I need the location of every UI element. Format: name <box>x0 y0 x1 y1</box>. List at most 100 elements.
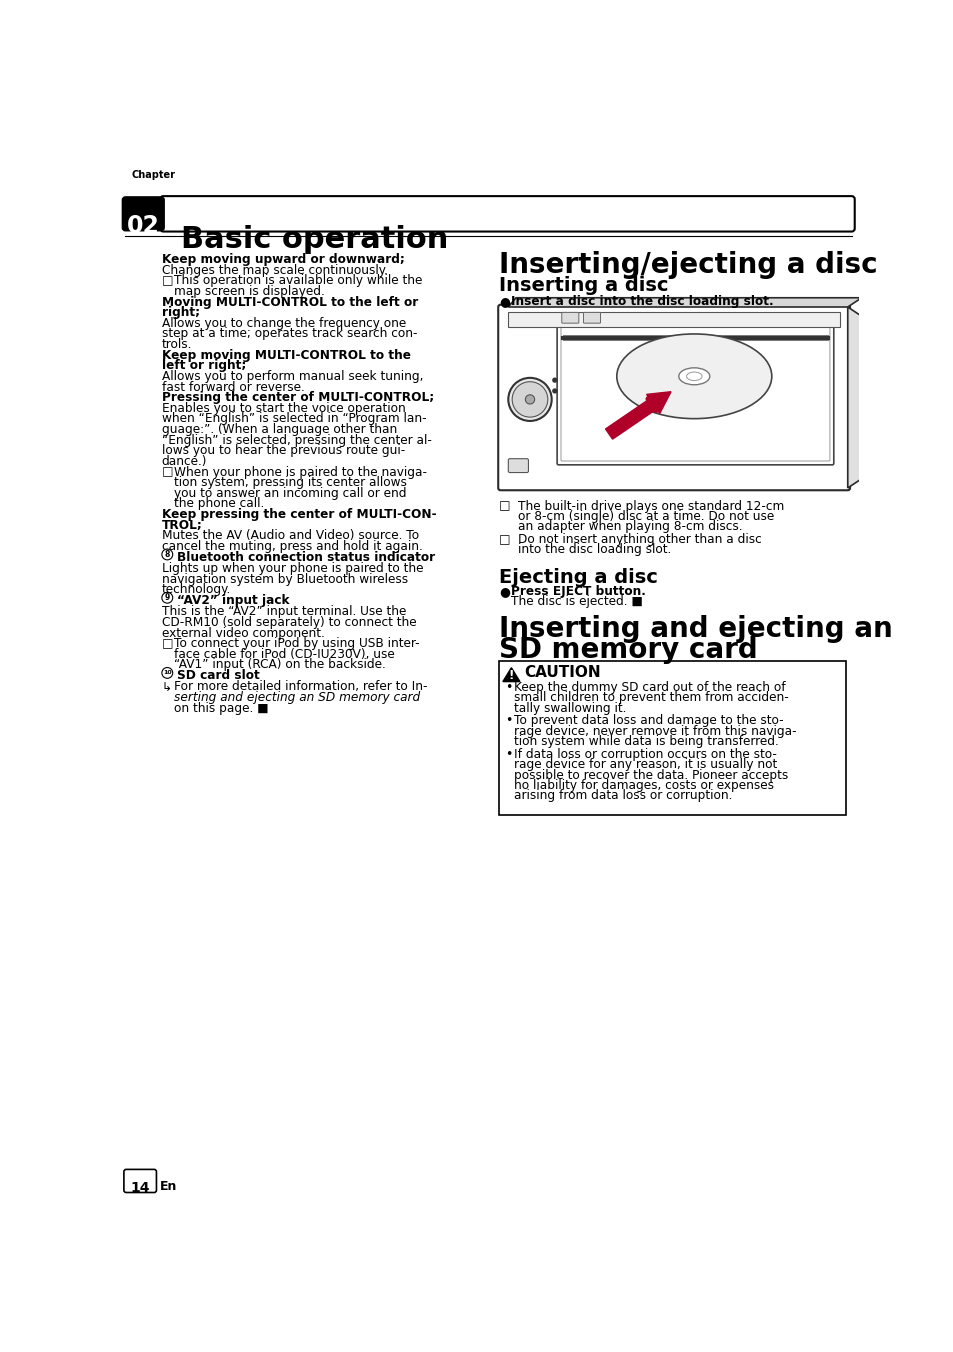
Text: Allows you to perform manual seek tuning,: Allows you to perform manual seek tuning… <box>162 370 423 383</box>
FancyBboxPatch shape <box>497 304 849 491</box>
Text: left or right;: left or right; <box>162 360 246 372</box>
Text: This is the “AV2” input terminal. Use the: This is the “AV2” input terminal. Use th… <box>162 606 406 618</box>
FancyBboxPatch shape <box>561 312 578 323</box>
Text: Pressing the center of MULTI-CONTROL;: Pressing the center of MULTI-CONTROL; <box>162 391 434 404</box>
Text: on this page. ■: on this page. ■ <box>174 702 269 715</box>
Text: face cable for iPod (CD-IU230V), use: face cable for iPod (CD-IU230V), use <box>174 648 395 661</box>
Text: Bluetooth connection status indicator: Bluetooth connection status indicator <box>177 550 435 564</box>
Text: rage device, never remove it from this naviga-: rage device, never remove it from this n… <box>514 725 797 738</box>
Text: ↳: ↳ <box>162 680 172 694</box>
Circle shape <box>162 592 172 603</box>
Text: If data loss or corruption occurs on the sto-: If data loss or corruption occurs on the… <box>514 748 777 761</box>
Text: 9: 9 <box>165 594 170 602</box>
Text: CAUTION: CAUTION <box>523 665 599 680</box>
Text: 02: 02 <box>127 214 159 238</box>
FancyBboxPatch shape <box>557 319 833 465</box>
Text: □: □ <box>162 465 173 479</box>
Ellipse shape <box>686 372 701 380</box>
Text: Inserting and ejecting an: Inserting and ejecting an <box>498 615 892 642</box>
Text: Allows you to change the frequency one: Allows you to change the frequency one <box>162 316 406 330</box>
FancyBboxPatch shape <box>122 197 164 231</box>
Text: “English” is selected, pressing the center al-: “English” is selected, pressing the cent… <box>162 434 432 446</box>
Bar <box>508 311 840 327</box>
Text: 14: 14 <box>131 1180 150 1195</box>
Text: external video component.: external video component. <box>162 626 324 639</box>
Text: ●: ● <box>498 584 509 598</box>
Text: •: • <box>505 748 512 761</box>
Text: ●: ● <box>498 295 509 308</box>
Circle shape <box>508 377 551 420</box>
Polygon shape <box>847 307 861 488</box>
Text: “AV1” input (RCA) on the backside.: “AV1” input (RCA) on the backside. <box>174 658 386 672</box>
FancyBboxPatch shape <box>124 1169 156 1192</box>
Text: serting and ejecting an SD memory card: serting and ejecting an SD memory card <box>174 691 420 704</box>
Text: into the disc loading slot.: into the disc loading slot. <box>517 544 671 557</box>
Text: when “English” is selected in “Program lan-: when “English” is selected in “Program l… <box>162 412 426 426</box>
Text: lows you to hear the previous route gui-: lows you to hear the previous route gui- <box>162 445 405 457</box>
Text: trols.: trols. <box>162 338 193 352</box>
Text: the phone call.: the phone call. <box>174 498 264 511</box>
Text: 10: 10 <box>163 671 172 676</box>
FancyBboxPatch shape <box>583 312 599 323</box>
Circle shape <box>162 668 172 679</box>
Circle shape <box>162 549 172 560</box>
Text: or 8-cm (single) disc at a time. Do not use: or 8-cm (single) disc at a time. Do not … <box>517 510 774 523</box>
Text: •: • <box>505 681 512 694</box>
Ellipse shape <box>679 368 709 385</box>
Text: En: En <box>160 1180 177 1194</box>
Circle shape <box>525 395 534 404</box>
Text: □: □ <box>498 533 510 546</box>
Text: Press EJECT button.: Press EJECT button. <box>511 584 645 598</box>
Text: tion system while data is being transferred.: tion system while data is being transfer… <box>514 735 779 748</box>
Text: Chapter: Chapter <box>132 170 175 180</box>
Text: Keep pressing the center of MULTI-CON-: Keep pressing the center of MULTI-CON- <box>162 508 436 521</box>
Text: Mutes the AV (Audio and Video) source. To: Mutes the AV (Audio and Video) source. T… <box>162 530 418 542</box>
FancyBboxPatch shape <box>508 458 528 473</box>
Text: For more detailed information, refer to In-: For more detailed information, refer to … <box>174 680 427 694</box>
Text: Ejecting a disc: Ejecting a disc <box>498 568 658 587</box>
Text: Enables you to start the voice operation: Enables you to start the voice operation <box>162 402 405 415</box>
Text: map screen is displayed.: map screen is displayed. <box>174 285 325 297</box>
Text: small children to prevent them from acciden-: small children to prevent them from acci… <box>514 691 788 704</box>
Text: arising from data loss or corruption.: arising from data loss or corruption. <box>514 790 732 802</box>
Text: The disc is ejected. ■: The disc is ejected. ■ <box>511 595 642 608</box>
Circle shape <box>553 389 557 393</box>
Text: □: □ <box>162 274 173 288</box>
Text: possible to recover the data. Pioneer accepts: possible to recover the data. Pioneer ac… <box>514 769 788 781</box>
Circle shape <box>512 381 547 418</box>
Text: To connect your iPod by using USB inter-: To connect your iPod by using USB inter- <box>174 637 419 650</box>
Text: TROL;: TROL; <box>162 519 203 531</box>
Text: Keep the dummy SD card out of the reach of: Keep the dummy SD card out of the reach … <box>514 681 785 694</box>
Text: Moving MULTI-CONTROL to the left or: Moving MULTI-CONTROL to the left or <box>162 296 417 308</box>
Text: cancel the muting, press and hold it again.: cancel the muting, press and hold it aga… <box>162 539 422 553</box>
Circle shape <box>553 379 557 383</box>
Text: !: ! <box>508 669 514 681</box>
Text: “AV2” input jack: “AV2” input jack <box>177 594 290 607</box>
Text: fast forward or reverse.: fast forward or reverse. <box>162 381 304 393</box>
FancyBboxPatch shape <box>160 196 854 231</box>
Polygon shape <box>502 668 519 681</box>
Text: Keep moving upward or downward;: Keep moving upward or downward; <box>162 253 404 266</box>
Text: The built-in drive plays one standard 12-cm: The built-in drive plays one standard 12… <box>517 499 783 512</box>
Text: When your phone is paired to the naviga-: When your phone is paired to the naviga- <box>174 465 427 479</box>
Text: Basic operation: Basic operation <box>181 226 448 254</box>
Text: This operation is available only while the: This operation is available only while t… <box>174 274 422 288</box>
Text: guage:”. (When a language other than: guage:”. (When a language other than <box>162 423 396 437</box>
Text: □: □ <box>498 499 510 512</box>
Text: Changes the map scale continuously.: Changes the map scale continuously. <box>162 264 387 277</box>
Bar <box>498 661 845 815</box>
Text: right;: right; <box>162 307 200 319</box>
Text: To prevent data loss and damage to the sto-: To prevent data loss and damage to the s… <box>514 714 783 727</box>
Text: technology.: technology. <box>162 583 231 596</box>
Text: no liability for damages, costs or expenses: no liability for damages, costs or expen… <box>514 779 774 792</box>
Text: tion system, pressing its center allows: tion system, pressing its center allows <box>174 476 407 489</box>
FancyArrow shape <box>605 392 670 439</box>
Polygon shape <box>508 297 861 307</box>
Text: Inserting a disc: Inserting a disc <box>498 276 668 295</box>
Text: tally swallowing it.: tally swallowing it. <box>514 702 626 715</box>
Text: Insert a disc into the disc loading slot.: Insert a disc into the disc loading slot… <box>511 295 773 308</box>
Text: Keep moving MULTI-CONTROL to the: Keep moving MULTI-CONTROL to the <box>162 349 411 362</box>
Text: •: • <box>505 714 512 727</box>
Ellipse shape <box>617 334 771 419</box>
Text: an adapter when playing 8-cm discs.: an adapter when playing 8-cm discs. <box>517 521 742 533</box>
